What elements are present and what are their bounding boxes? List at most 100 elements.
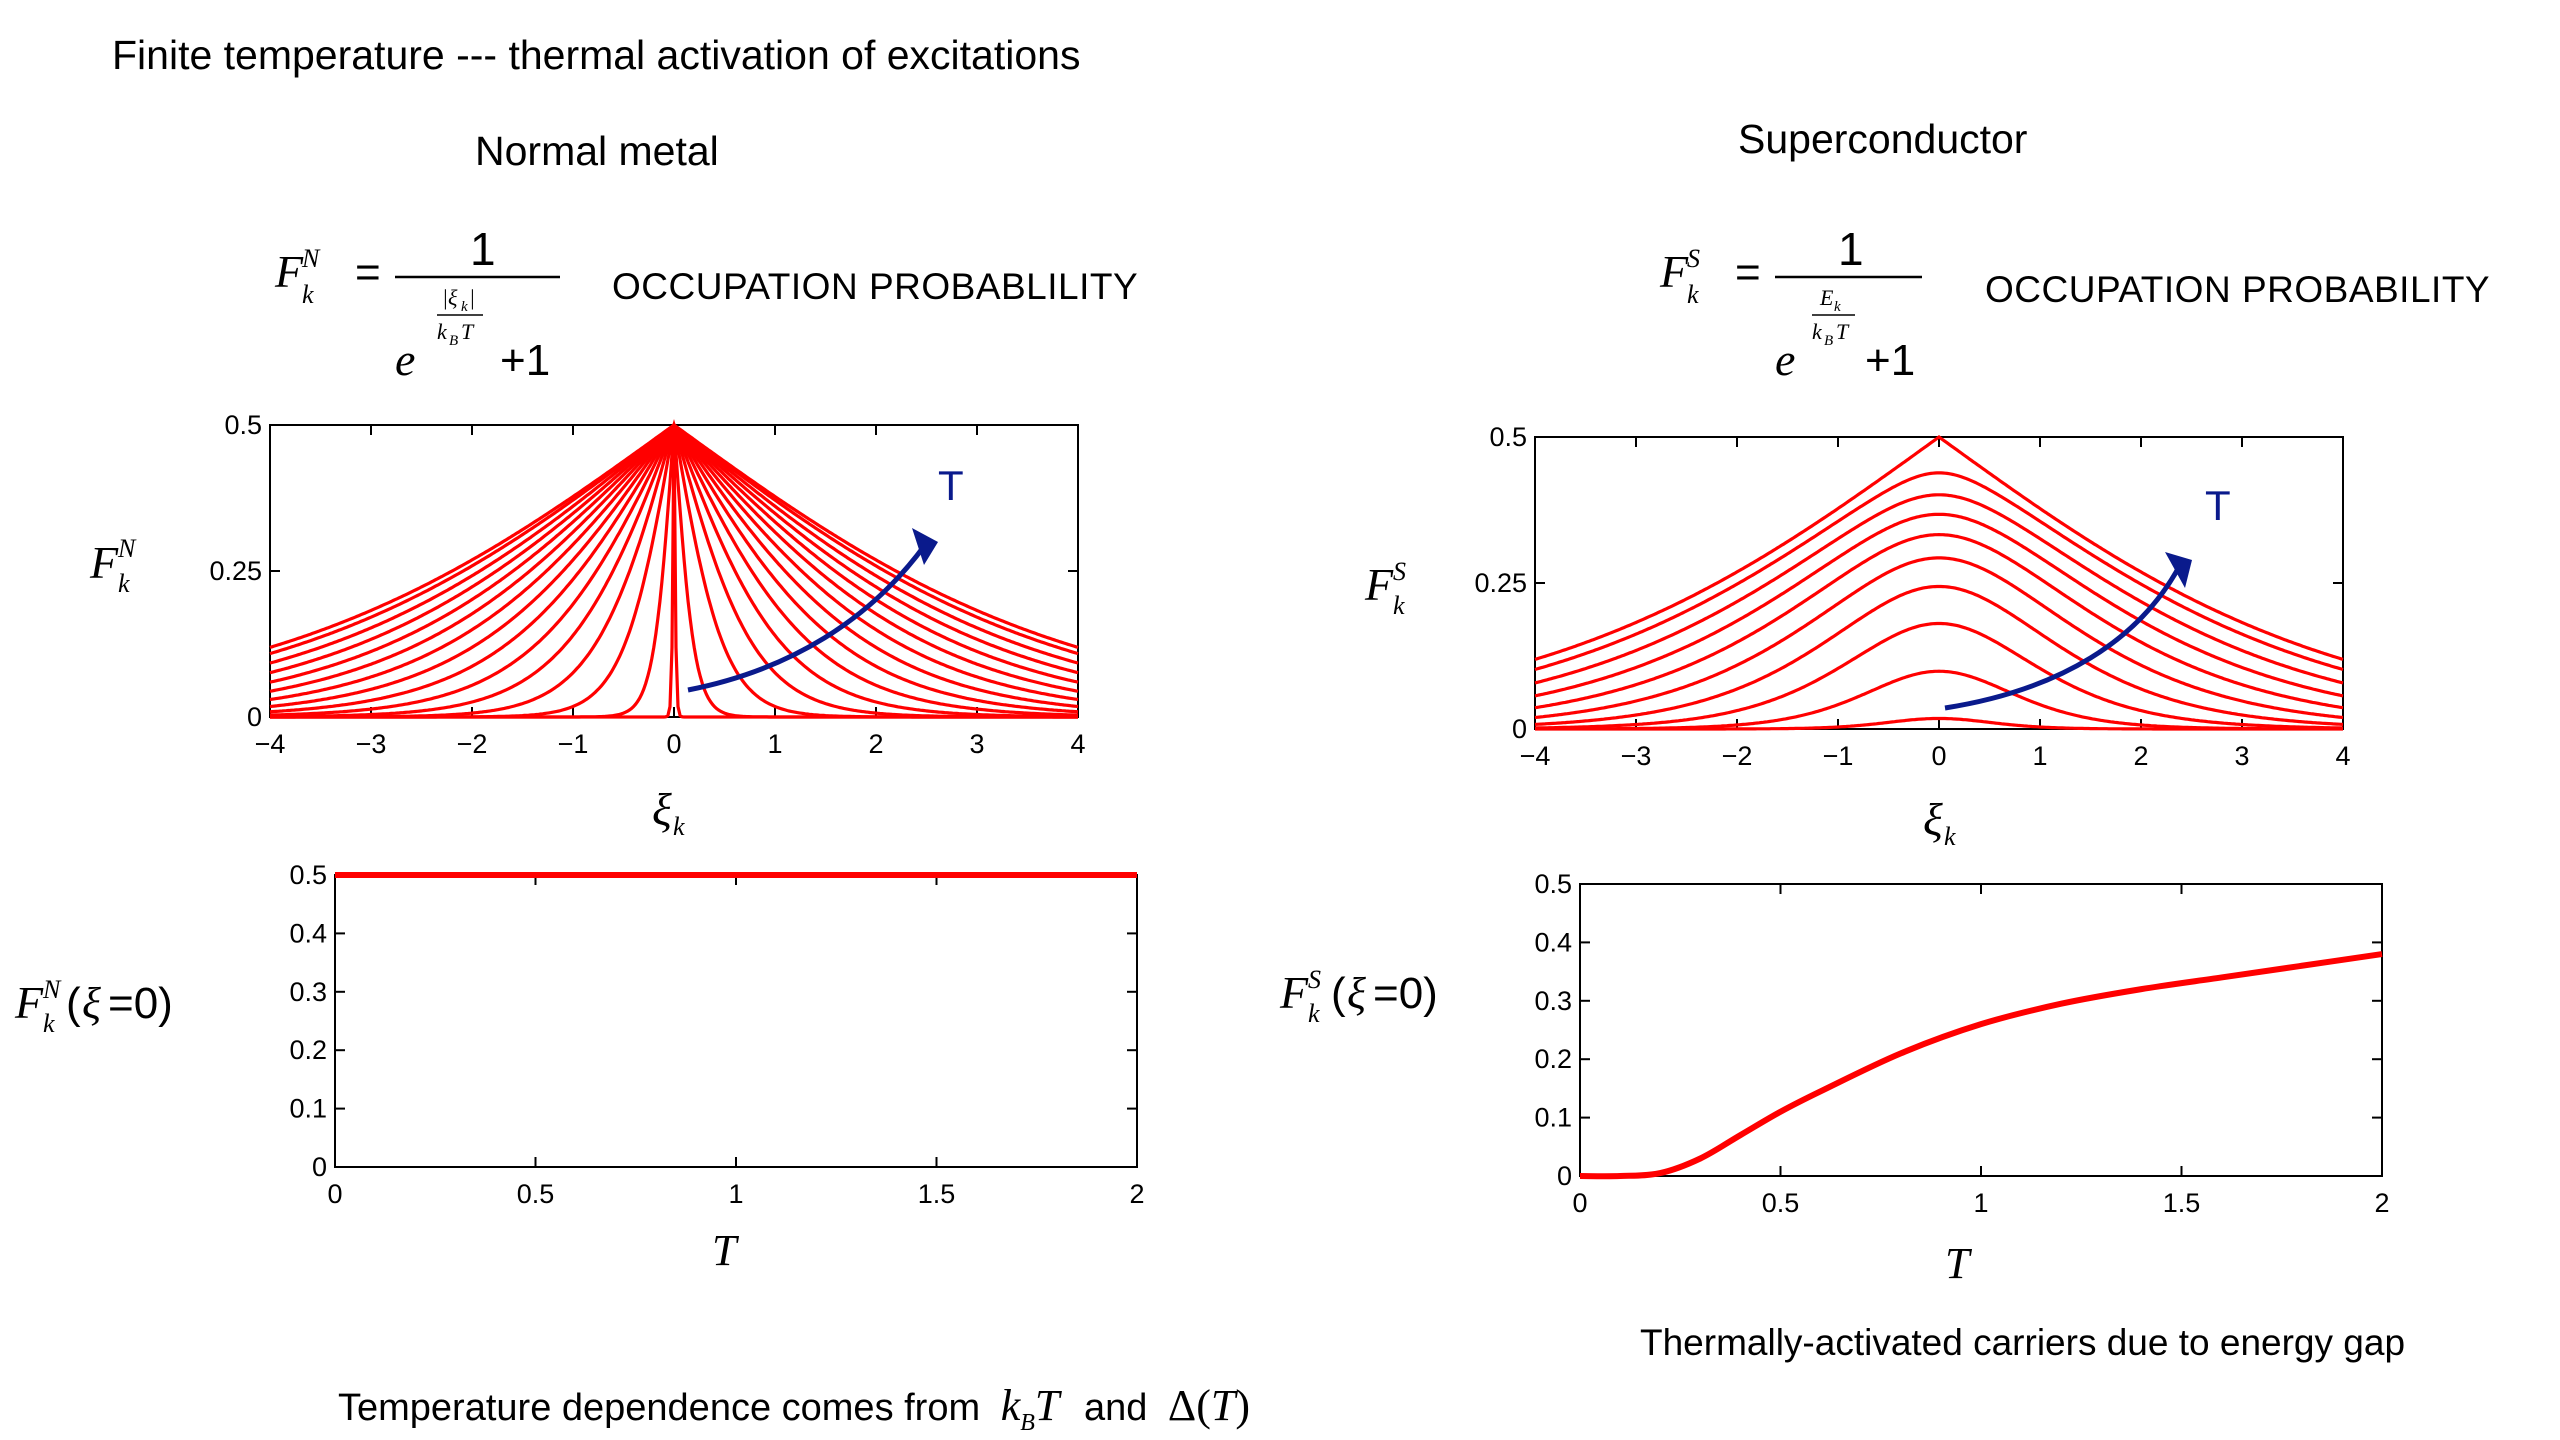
x-tick-label: −2 [457, 729, 488, 759]
y-tick-label: 0.25 [1474, 568, 1527, 598]
y-tick-label: 0.3 [289, 977, 327, 1007]
svg-text:F: F [89, 537, 119, 588]
svg-text:F: F [1659, 246, 1689, 297]
svg-text:k: k [302, 280, 314, 309]
svg-text:N: N [42, 975, 62, 1004]
x-tick-label: 1 [2032, 741, 2047, 771]
normalT-x-label: T [712, 1226, 740, 1275]
svg-text:B: B [449, 333, 458, 349]
normalT-y-label: F N k ( ξ =0) [14, 975, 173, 1038]
x-tick-label: 2 [2133, 741, 2148, 771]
svg-text:N: N [117, 534, 137, 563]
superconductor-heading: Superconductor [1738, 116, 2028, 162]
chart-super-vs-T: 0 0.5 1 1.5 2 0 0.1 0.2 0.3 0.4 0.5 [1534, 869, 2389, 1218]
x-tick-label: 1 [1973, 1188, 1988, 1218]
svg-text:(: ( [1331, 969, 1346, 1018]
svg-text:(: ( [66, 979, 81, 1028]
svg-text:S: S [1687, 244, 1700, 273]
svg-text:ξ: ξ [82, 979, 101, 1028]
svg-text:k: k [437, 319, 448, 344]
svg-text:F: F [274, 246, 304, 297]
x-tick-label: 3 [2234, 741, 2249, 771]
svg-text:e: e [395, 334, 415, 385]
normal-formula: F N k = 1 e |ξ k | k B T +1 [274, 223, 560, 385]
svg-text:F: F [14, 977, 44, 1028]
svg-text:k: k [1812, 319, 1823, 344]
chart-super-occupation: −4 −3 −2 −1 0 1 2 3 4 0 0.25 0.5 T [1474, 422, 2350, 771]
x-tick-label: 2 [1129, 1179, 1144, 1209]
x-tick-label: 0 [1931, 741, 1946, 771]
svg-text:k: k [1687, 280, 1699, 309]
y-tick-label: 0 [312, 1152, 327, 1182]
svg-text:T: T [461, 319, 475, 344]
svg-text:S: S [1393, 557, 1406, 586]
svg-text:N: N [301, 244, 321, 273]
svg-text:=: = [355, 248, 381, 297]
y-tick-label: 0.4 [289, 918, 327, 948]
svg-text:|ξ: |ξ [442, 285, 458, 310]
x-tick-label: 0.5 [1762, 1188, 1800, 1218]
occupation-curve [1534, 584, 2344, 726]
svg-text:k: k [1308, 999, 1320, 1028]
occupation-curve [1534, 621, 2344, 730]
plot-frame [1534, 436, 2344, 730]
superT-x-label: T [1945, 1239, 1973, 1288]
x-tick-label: −2 [1722, 741, 1753, 771]
y-tick-label: 0.1 [289, 1094, 327, 1124]
plot-frame [334, 874, 1138, 1168]
svg-text:ξ: ξ [1923, 794, 1943, 845]
bottom-line: Temperature dependence comes from kBT an… [338, 1380, 1250, 1437]
y-tick-label: 0.2 [289, 1035, 327, 1065]
svg-text:k: k [461, 299, 468, 315]
x-tick-label: −4 [1520, 741, 1551, 771]
svg-text:E: E [1819, 285, 1834, 310]
svg-text:k: k [1944, 822, 1956, 851]
x-tick-label: 2 [2374, 1188, 2389, 1218]
normal-metal-heading: Normal metal [475, 128, 719, 174]
x-tick-label: 3 [969, 729, 984, 759]
chart-normal-occupation: −4 −3 −2 −1 0 1 2 3 4 0 0.25 0.5 T [209, 410, 1085, 759]
plot-frame [1579, 883, 2383, 1177]
svg-text:ξ: ξ [1347, 969, 1366, 1018]
y-tick-label: 0 [1557, 1161, 1572, 1191]
svg-text:1: 1 [470, 223, 496, 275]
occupation-curve [1534, 435, 2344, 661]
svg-text:k: k [1393, 591, 1405, 620]
superT-y-label: F S k ( ξ =0) [1279, 965, 1438, 1028]
svg-text:k: k [673, 812, 685, 841]
x-tick-label: 1.5 [2163, 1188, 2201, 1218]
svg-text:+1: +1 [500, 336, 550, 385]
svg-text:B: B [1824, 333, 1833, 349]
x-tick-label: −3 [356, 729, 387, 759]
x-tick-label: 1 [728, 1179, 743, 1209]
y-tick-label: 0.5 [224, 410, 262, 440]
occupation-curve [1534, 512, 2344, 698]
x-tick-label: −3 [1621, 741, 1652, 771]
svg-text:S: S [1308, 965, 1321, 994]
occupation-curve [1534, 532, 2344, 710]
arrow-label-T: T [938, 462, 964, 509]
x-tick-label: 4 [2335, 741, 2350, 771]
x-tick-label: 2 [868, 729, 883, 759]
kbT-term: kBT [1000, 1381, 1060, 1436]
temperature-arrow [687, 543, 928, 693]
y-tick-label: 0.5 [1489, 422, 1527, 452]
normal-x-label: ξ k [652, 784, 685, 841]
slide-title: Finite temperature --- thermal activatio… [112, 32, 1081, 78]
svg-text:|: | [469, 285, 475, 310]
y-tick-label: 0.25 [209, 556, 262, 586]
x-tick-label: −1 [558, 729, 589, 759]
svg-text:k: k [1834, 299, 1841, 315]
x-tick-label: 1.5 [918, 1179, 956, 1209]
x-tick-label: 0 [666, 729, 681, 759]
occupation-curve [269, 423, 1079, 649]
svg-text:F: F [1279, 967, 1309, 1018]
x-tick-label: −1 [1823, 741, 1854, 771]
y-tick-label: 0.5 [289, 860, 327, 890]
fk-vs-T-curve [1579, 951, 2383, 1180]
svg-text:1: 1 [1838, 223, 1864, 275]
arrow-head [912, 528, 938, 565]
y-tick-label: 0.3 [1534, 986, 1572, 1016]
normal-y-label: F N k [89, 534, 137, 598]
